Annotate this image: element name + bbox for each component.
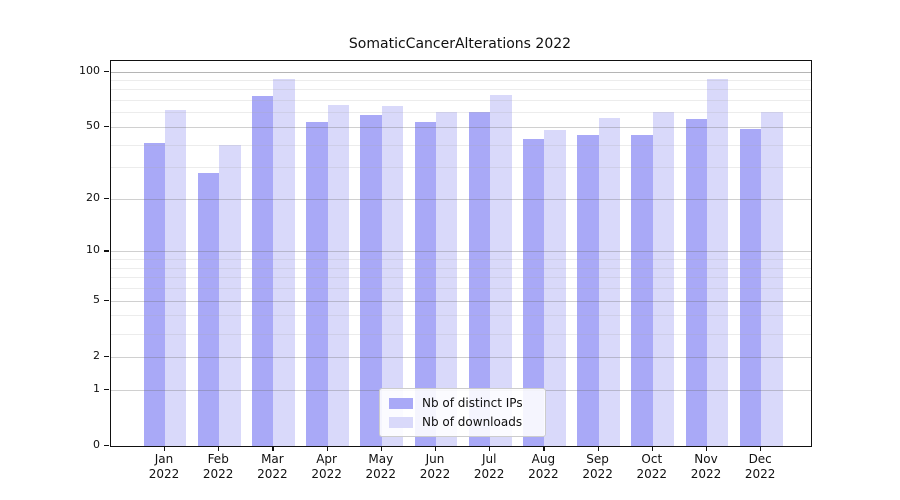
- bar-downloads: [707, 79, 729, 446]
- x-tick-mark: [326, 446, 328, 451]
- x-tick-label: Feb 2022: [202, 452, 234, 481]
- bar-distinct-ips: [685, 119, 707, 446]
- bar-distinct-ips: [197, 172, 220, 446]
- plot-area: [110, 60, 812, 447]
- minor-gridline: [111, 144, 811, 146]
- x-tick-label: Mar 2022: [257, 452, 288, 481]
- x-tick-label: May 2022: [365, 452, 397, 481]
- x-tick-mark: [489, 446, 491, 451]
- bar-downloads: [273, 79, 295, 446]
- x-tick-label: Oct 2022: [636, 452, 668, 481]
- x-tick-label: Jun 2022: [419, 452, 451, 481]
- bar-downloads: [544, 130, 566, 446]
- minor-gridline: [111, 259, 811, 261]
- bar-downloads: [761, 112, 783, 446]
- y-tick-mark: [104, 70, 109, 72]
- legend-swatch-distinct-ips: [389, 397, 413, 409]
- x-tick-mark: [706, 446, 708, 451]
- y-tick-mark: [104, 299, 109, 301]
- bar-distinct-ips: [143, 142, 165, 446]
- x-tick-label: Dec 2022: [744, 452, 776, 481]
- major-gridline: [111, 126, 811, 128]
- x-tick-mark: [272, 446, 274, 451]
- y-tick-mark: [104, 388, 109, 390]
- major-gridline: [111, 300, 811, 302]
- x-tick-mark: [435, 446, 437, 451]
- bar-downloads: [598, 117, 620, 446]
- bar-distinct-ips: [306, 122, 328, 446]
- x-tick-label: Apr 2022: [311, 452, 342, 481]
- bar-distinct-ips: [468, 112, 491, 446]
- legend: Nb of distinct IPs Nb of downloads: [379, 388, 546, 437]
- y-tick-label: 50: [86, 118, 100, 132]
- bar-distinct-ips: [360, 115, 382, 446]
- x-tick-label: Jan 2022: [148, 452, 180, 481]
- bar-downloads: [436, 112, 458, 446]
- minor-gridline: [111, 79, 811, 81]
- minor-gridline: [111, 288, 811, 290]
- legend-item-distinct-ips: Nb of distinct IPs: [389, 396, 536, 410]
- x-tick-mark: [760, 446, 762, 451]
- x-tick-mark: [218, 446, 220, 451]
- minor-gridline: [111, 100, 811, 102]
- bar-downloads: [219, 144, 241, 446]
- major-gridline: [111, 71, 811, 73]
- minor-gridline: [111, 333, 811, 335]
- bar-downloads: [490, 94, 512, 446]
- x-tick-label: Sep 2022: [582, 452, 613, 481]
- major-gridline: [111, 251, 811, 253]
- legend-item-downloads: Nb of downloads: [389, 415, 536, 429]
- y-tick-label: 0: [93, 438, 100, 451]
- bar-distinct-ips: [577, 135, 599, 446]
- y-tick-label: 1: [93, 381, 100, 395]
- minor-gridline: [111, 167, 811, 169]
- y-tick-label: 2: [93, 348, 100, 362]
- bar-distinct-ips: [631, 135, 653, 446]
- major-gridline: [111, 198, 811, 200]
- major-gridline: [111, 356, 811, 358]
- y-tick-label: 5: [93, 292, 100, 306]
- bar-downloads: [381, 106, 404, 446]
- x-tick-label: Aug 2022: [528, 452, 559, 481]
- bar-downloads: [652, 112, 675, 446]
- bar-distinct-ips: [523, 138, 545, 446]
- minor-gridline: [111, 267, 811, 269]
- x-tick-mark: [543, 446, 545, 451]
- x-tick-mark: [597, 446, 599, 451]
- y-tick-label: 100: [79, 63, 100, 77]
- x-tick-mark: [164, 446, 166, 451]
- legend-swatch-downloads: [389, 416, 413, 428]
- y-tick-mark: [104, 250, 109, 252]
- y-tick-label: 20: [86, 190, 100, 204]
- minor-gridline: [111, 112, 811, 114]
- y-tick-mark: [104, 197, 109, 200]
- y-tick-mark: [104, 445, 109, 447]
- legend-label-downloads: Nb of downloads: [422, 415, 523, 429]
- y-tick-mark: [104, 355, 109, 358]
- chart-title: SomaticCancerAlterations 2022: [348, 36, 572, 52]
- y-tick-label: 10: [86, 243, 100, 257]
- bar-distinct-ips: [739, 128, 762, 446]
- minor-gridline: [111, 89, 811, 91]
- bar-distinct-ips: [252, 95, 274, 446]
- bars-layer: [111, 61, 811, 446]
- bar-downloads: [165, 109, 187, 446]
- x-tick-mark: [651, 446, 653, 451]
- y-tick-mark: [104, 125, 109, 128]
- legend-label-distinct-ips: Nb of distinct IPs: [422, 396, 523, 410]
- x-tick-label: Nov 2022: [690, 452, 722, 481]
- x-tick-mark: [380, 446, 382, 451]
- bar-distinct-ips: [414, 122, 436, 446]
- minor-gridline: [111, 277, 811, 279]
- minor-gridline: [111, 315, 811, 317]
- x-tick-label: Jul 2022: [473, 452, 505, 481]
- bar-downloads: [327, 104, 349, 446]
